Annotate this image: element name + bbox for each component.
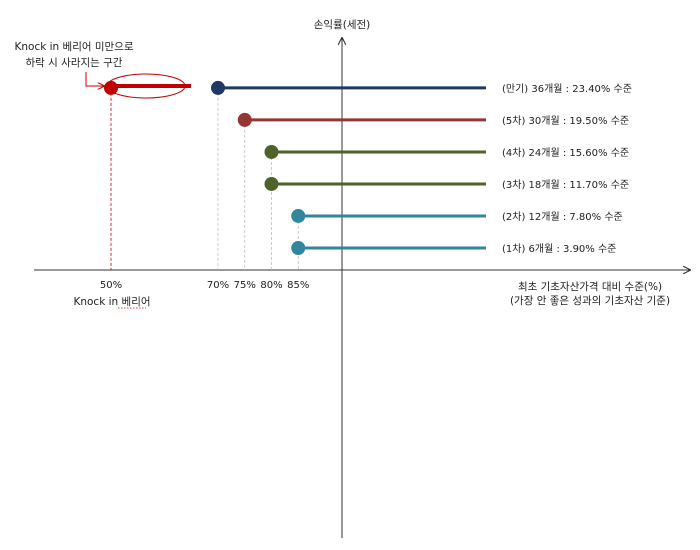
series-marker-5 xyxy=(291,241,306,255)
x-tick-label-3: 80% xyxy=(260,280,282,291)
barrier-callout-line1: Knock in 베리어 미만으로 xyxy=(14,41,133,53)
series-marker-4 xyxy=(291,208,306,223)
x-tick-label-2: 75% xyxy=(234,280,256,291)
barrier-marker xyxy=(104,80,118,95)
dashed-guides xyxy=(110,87,299,270)
series-label-0: (만기) 36개월 : 23.40% 수준 xyxy=(502,83,632,95)
series-marker-2 xyxy=(264,144,279,159)
series-marker-1 xyxy=(237,112,252,127)
x-axis-label: 최초 기초자산가격 대비 수준(%) xyxy=(518,280,662,293)
series-marker-3 xyxy=(264,176,279,191)
barrier-name-label: Knock in 베리어 xyxy=(73,296,150,308)
barrier-callout-arrow xyxy=(85,72,104,86)
y-axis-label: 손익률(세전) xyxy=(314,19,371,31)
series-label-4: (2차) 12개월 : 7.80% 수준 xyxy=(502,211,623,223)
x-axis-sublabel: (가장 안 좋은 성과의 기초자산 기준) xyxy=(510,295,670,307)
series-group: (만기) 36개월 : 23.40% 수준 (5차) 30개월 : 19.50% … xyxy=(104,80,632,255)
series-label-2: (4차) 24개월 : 15.60% 수준 xyxy=(502,147,629,159)
barrier-callout-line2: 하락 시 사라지는 구간 xyxy=(26,56,123,69)
x-tick-label-0: 50% xyxy=(100,280,122,291)
series-label-3: (3차) 18개월 : 11.70% 수준 xyxy=(502,179,629,191)
x-tick-label-4: 85% xyxy=(287,280,309,291)
x-tick-label-1: 70% xyxy=(207,280,229,291)
x-tick-labels: 50% 70% 75% 80% 85% xyxy=(100,280,309,291)
series-label-5: (1차) 6개월 : 3.90% 수준 xyxy=(502,243,616,255)
series-marker-0 xyxy=(211,80,225,95)
series-label-1: (5차) 30개월 : 19.50% 수준 xyxy=(502,115,629,127)
